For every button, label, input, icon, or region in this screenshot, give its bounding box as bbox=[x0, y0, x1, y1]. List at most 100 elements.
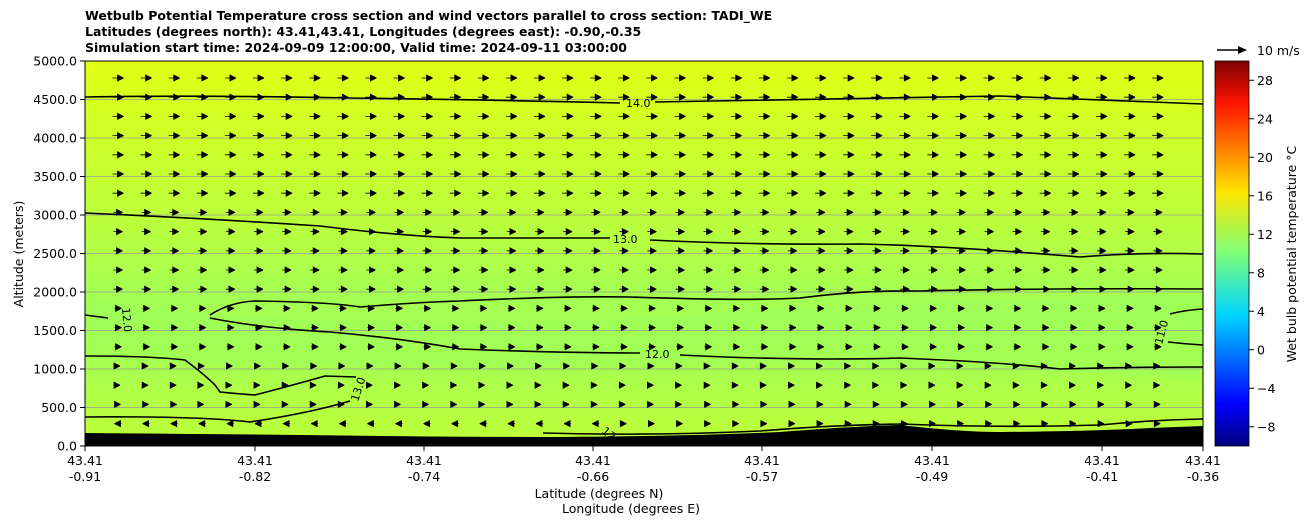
colorbar-ticks: −8 −4 0 4 8 12 16 20 24 28 bbox=[1249, 73, 1275, 434]
wind-arrow bbox=[170, 343, 178, 351]
wind-arrow bbox=[393, 74, 405, 82]
wind-arrow bbox=[253, 112, 265, 121]
contour-13-lower bbox=[84, 400, 351, 423]
wind-arrow bbox=[140, 189, 152, 197]
wind-arrow bbox=[900, 247, 910, 255]
wind-arrow bbox=[843, 131, 855, 140]
wind-arrow bbox=[112, 189, 124, 197]
wind-arrow bbox=[591, 285, 601, 293]
wind-arrow bbox=[112, 131, 124, 140]
wind-arrow bbox=[1011, 189, 1023, 197]
wind-arrow bbox=[563, 247, 573, 255]
wind-arrow bbox=[450, 266, 460, 274]
wind-arrow bbox=[956, 227, 966, 236]
wind-arrow bbox=[563, 285, 573, 293]
wind-arrow bbox=[843, 112, 855, 121]
wind-arrow bbox=[1096, 93, 1108, 101]
wind-arrow bbox=[282, 208, 292, 217]
wind-arrow bbox=[675, 208, 685, 217]
wind-arrow bbox=[1125, 381, 1132, 389]
y-axis-label: Altitude (meters) bbox=[11, 201, 26, 308]
wind-arrow bbox=[1069, 400, 1077, 409]
wind-arrow bbox=[281, 151, 293, 159]
quiver-key: 10 m/s bbox=[1217, 43, 1300, 58]
contour-11 bbox=[1167, 341, 1204, 346]
wind-arrow bbox=[873, 304, 881, 313]
wind-arrow bbox=[620, 304, 628, 313]
wind-arrow bbox=[674, 170, 686, 178]
wind-arrow bbox=[816, 381, 823, 389]
wind-arrow bbox=[423, 323, 431, 332]
wind-arrow bbox=[534, 131, 546, 140]
wind-arrow bbox=[564, 304, 572, 313]
wind-arrow bbox=[366, 266, 376, 274]
wind-arrow bbox=[196, 189, 208, 197]
wind-arrow bbox=[788, 323, 797, 332]
wind-arrow bbox=[421, 112, 433, 121]
wind-arrow bbox=[647, 381, 654, 389]
wind-arrow bbox=[1012, 266, 1022, 274]
x-tick-lat: 43.41 bbox=[67, 453, 103, 468]
wind-arrow bbox=[816, 227, 826, 236]
wind-arrow bbox=[816, 419, 824, 428]
wind-arrow bbox=[646, 93, 658, 101]
wind-arrow bbox=[843, 74, 855, 82]
wind-arrow bbox=[505, 112, 518, 121]
wind-arrow bbox=[676, 304, 684, 313]
wind-arrow bbox=[226, 323, 235, 332]
wind-arrow bbox=[534, 93, 546, 101]
wind-arrow bbox=[309, 189, 321, 197]
wind-arrow bbox=[365, 170, 377, 178]
wind-arrow bbox=[816, 285, 826, 293]
wind-arrow bbox=[900, 381, 907, 389]
wind-arrow bbox=[168, 93, 180, 101]
wind-arrow bbox=[310, 266, 320, 274]
wind-arrow bbox=[1067, 170, 1080, 178]
wind-arrow bbox=[338, 247, 348, 255]
wind-arrow bbox=[956, 208, 966, 217]
wind-arrow bbox=[142, 400, 149, 409]
wind-arrow bbox=[168, 112, 180, 121]
wind-arrow bbox=[366, 208, 376, 217]
wind-arrow bbox=[113, 247, 123, 255]
colorbar-tick-label: −4 bbox=[1257, 381, 1275, 396]
wind-arrow bbox=[197, 285, 207, 293]
wind-arrow bbox=[983, 170, 995, 178]
wind-arrow bbox=[590, 131, 602, 140]
wind-arrow bbox=[225, 400, 233, 409]
wind-arrow bbox=[985, 304, 993, 313]
wind-arrow bbox=[592, 304, 600, 313]
wind-arrow bbox=[1152, 112, 1164, 121]
wind-arrow bbox=[1097, 208, 1107, 217]
wind-arrow bbox=[899, 131, 911, 140]
contour-label: 12.0 bbox=[645, 348, 670, 361]
wind-arrow bbox=[225, 266, 236, 274]
wind-arrow bbox=[1040, 266, 1050, 274]
wind-arrow bbox=[563, 419, 572, 428]
wind-arrow bbox=[843, 170, 855, 178]
wind-arrow bbox=[900, 400, 908, 409]
wind-arrow bbox=[788, 381, 795, 389]
wind-arrow bbox=[366, 247, 376, 255]
wind-arrow bbox=[844, 266, 854, 274]
wind-arrow bbox=[113, 285, 123, 293]
title-line-1: Wetbulb Potential Temperature cross sect… bbox=[85, 8, 772, 24]
wind-arrow bbox=[394, 400, 401, 409]
contour-label: 12.0 bbox=[119, 307, 134, 333]
wind-arrow bbox=[1067, 151, 1080, 159]
wind-arrow bbox=[449, 170, 461, 178]
wind-arrow bbox=[422, 266, 432, 274]
wind-arrow bbox=[900, 266, 910, 274]
wind-arrow bbox=[562, 131, 574, 140]
wind-arrow bbox=[255, 304, 263, 313]
wind-arrow bbox=[985, 343, 993, 351]
wind-arrow bbox=[449, 151, 461, 159]
wind-arrow bbox=[984, 381, 992, 389]
wind-arrow bbox=[816, 362, 823, 370]
wind-arrow bbox=[675, 362, 683, 370]
wind-arrow bbox=[619, 362, 626, 370]
wind-arrow bbox=[899, 151, 911, 159]
wind-arrow bbox=[168, 151, 180, 159]
wind-arrow bbox=[142, 419, 150, 428]
wind-arrow bbox=[703, 227, 713, 236]
